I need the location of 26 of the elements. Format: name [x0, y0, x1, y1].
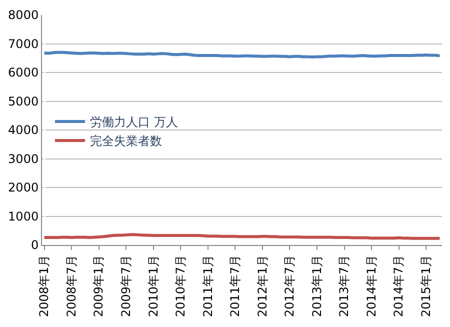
x-tick-label: 2008年7月 — [64, 254, 78, 317]
y-tick-label: 1000 — [8, 209, 39, 224]
x-tick-label: 2011年7月 — [228, 254, 242, 317]
y-tick-label: 4000 — [8, 123, 39, 138]
x-tick-label: 2008年1月 — [37, 254, 52, 317]
x-tick-label: 2011年1月 — [200, 254, 215, 317]
y-tick-label: 8000 — [8, 8, 39, 22]
x-tick-label: 2014年7月 — [392, 254, 406, 317]
y-tick-label: 7000 — [8, 36, 39, 51]
x-tick-label: 2010年7月 — [174, 254, 188, 317]
legend-label: 労働力人口 万人 — [90, 115, 178, 130]
x-tick-label: 2010年1月 — [146, 254, 160, 317]
x-tick-label: 2009年1月 — [92, 254, 106, 317]
y-tick-label: 2000 — [8, 180, 39, 195]
x-tick-label: 2012年1月 — [255, 254, 270, 317]
x-tick-label: 2014年1月 — [364, 254, 378, 317]
y-tick-label: 0 — [30, 238, 39, 252]
y-tick-label: 3000 — [8, 152, 39, 166]
x-tick-label: 2013年7月 — [337, 254, 352, 317]
x-tick-label: 2013年1月 — [310, 254, 324, 317]
x-tick-label: 2009年7月 — [118, 254, 133, 317]
x-tick-label: 2015年1月 — [418, 254, 433, 317]
x-tick-label: 2012年7月 — [282, 254, 297, 317]
y-tick-label: 5000 — [8, 94, 39, 108]
y-tick-label: 6000 — [8, 66, 39, 80]
legend-label: 完全失業者数 — [90, 134, 162, 148]
